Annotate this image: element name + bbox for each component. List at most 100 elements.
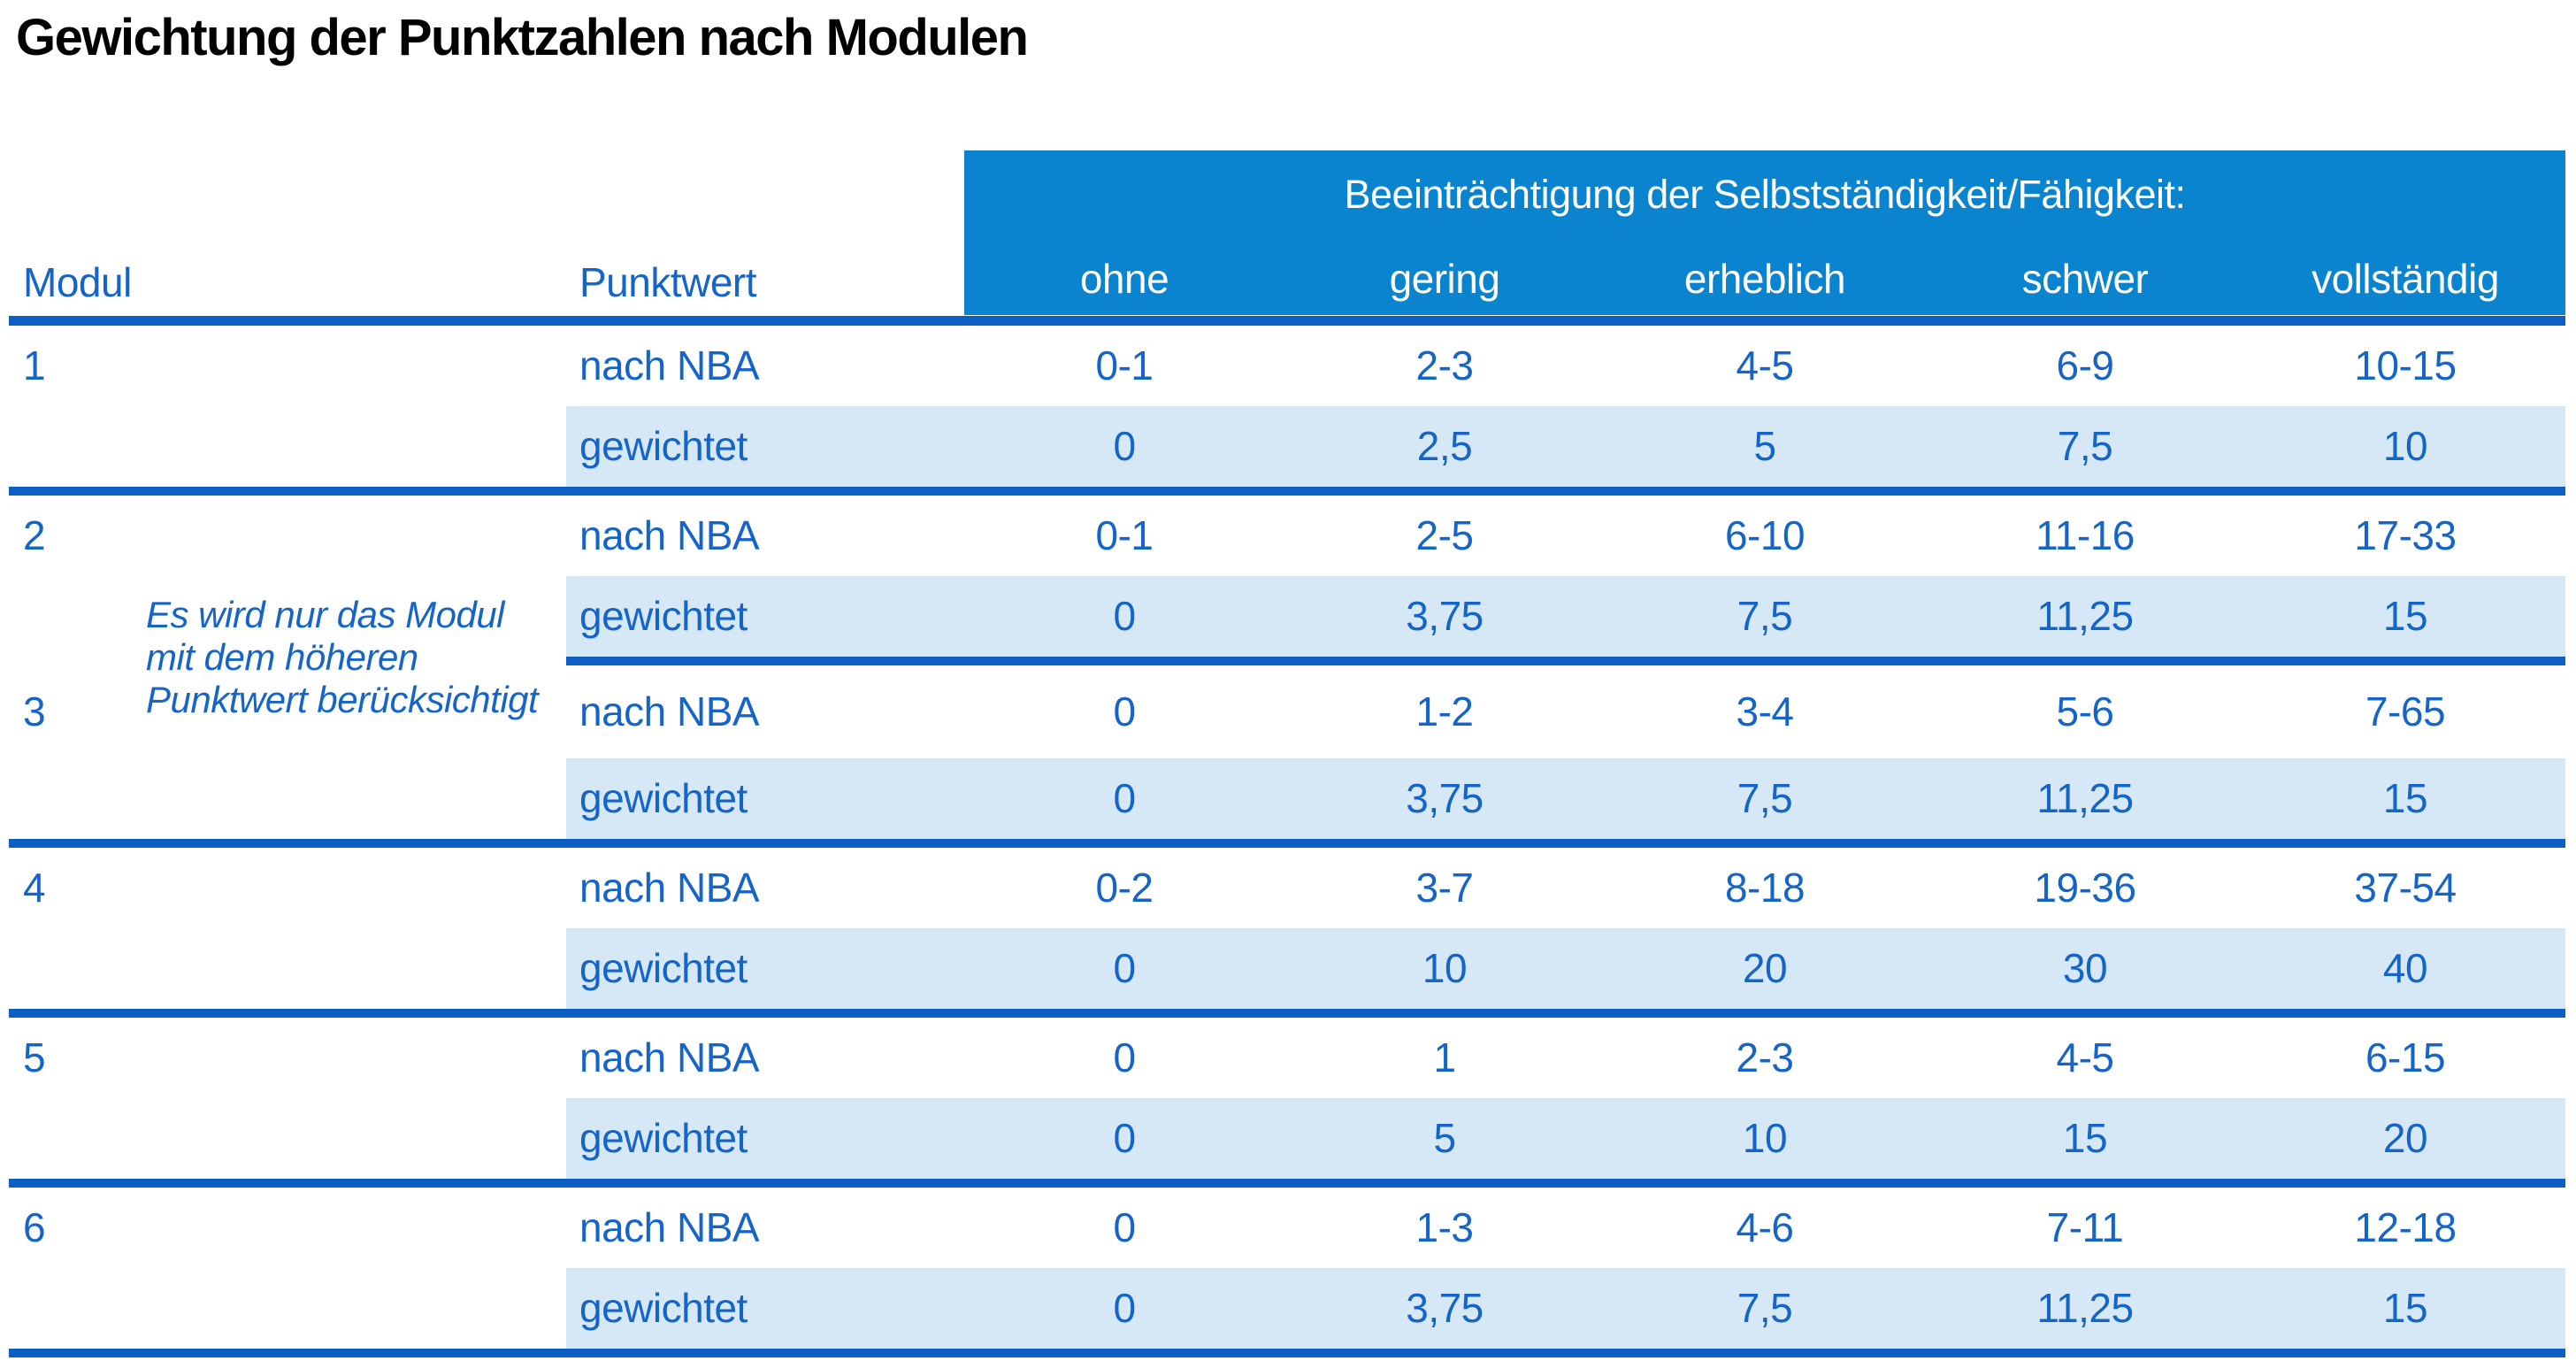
value-cell: 0 bbox=[1113, 688, 1136, 734]
module-number-cell: 5 bbox=[23, 1034, 46, 1080]
table-row-nba: 5 nach NBA 0 1 2-3 4-5 6-15 bbox=[9, 1018, 2565, 1098]
page-title: Gewichtung der Punktzahlen nach Modulen bbox=[16, 9, 1029, 66]
value-cell: 3,75 bbox=[1284, 1268, 1605, 1349]
table-bottom-line bbox=[9, 1349, 2565, 1357]
table-row-nba: 6 nach NBA 0 1-3 4-6 7-11 12-18 bbox=[9, 1188, 2565, 1268]
value-cell: 0 bbox=[1113, 1204, 1136, 1250]
value-cell: 2-5 bbox=[1415, 512, 1474, 558]
severity-label-vollstaendig: vollständig bbox=[2312, 256, 2499, 302]
value-cell: 6-9 bbox=[2056, 342, 2114, 388]
row-type-cell: nach NBA bbox=[579, 688, 760, 734]
module-number-cell: 4 bbox=[23, 865, 46, 911]
module-separator bbox=[9, 487, 2565, 496]
table-row-weighted: gewichtet 0 5 10 15 20 bbox=[9, 1098, 2565, 1179]
value-cell: 0-1 bbox=[1095, 342, 1154, 388]
value-cell: 7,5 bbox=[1605, 1268, 1925, 1349]
row-type-cell: gewichtet bbox=[566, 1098, 964, 1179]
table-row-nba: 4 nach NBA 0-2 3-7 8-18 19-36 37-54 bbox=[9, 848, 2565, 928]
value-cell: 3-7 bbox=[1415, 865, 1474, 911]
note-line: Es wird nur das Modul bbox=[146, 594, 505, 635]
value-cell: 17-33 bbox=[2354, 512, 2457, 558]
row-type-cell: nach NBA bbox=[579, 865, 760, 911]
module-separator bbox=[9, 1009, 2565, 1018]
module-separator-inset bbox=[566, 657, 2565, 665]
value-cell: 2-3 bbox=[1736, 1034, 1794, 1080]
table-row-nba: 3 nach NBA 0 1-2 3-4 5-6 7-65 bbox=[9, 665, 2565, 758]
value-cell: 0 bbox=[964, 406, 1284, 487]
row-type-cell: gewichtet bbox=[566, 576, 964, 657]
value-cell: 3-4 bbox=[1736, 688, 1794, 734]
value-cell: 40 bbox=[2245, 928, 2565, 1009]
value-cell: 12-18 bbox=[2354, 1204, 2457, 1250]
value-cell: 10 bbox=[1605, 1098, 1925, 1179]
value-cell: 11,25 bbox=[1925, 576, 2245, 657]
value-cell: 11-16 bbox=[2036, 512, 2135, 558]
value-cell: 10 bbox=[1284, 928, 1605, 1009]
row-type-cell: nach NBA bbox=[579, 1204, 760, 1250]
severity-header-box: Beeinträchtigung der Selbstständigkeit/F… bbox=[964, 150, 2565, 315]
module-separator bbox=[9, 1179, 2565, 1188]
value-cell: 2-3 bbox=[1415, 342, 1474, 388]
module-block-2: 2 nach NBA 0-1 2-5 6-10 11-16 17-33 gewi… bbox=[9, 496, 2565, 657]
row-type-cell: nach NBA bbox=[579, 342, 760, 388]
module-number-cell bbox=[9, 1098, 566, 1179]
note-line: Punktwert berücksichtigt bbox=[146, 679, 539, 720]
value-cell: 20 bbox=[2245, 1098, 2565, 1179]
value-cell: 0 bbox=[964, 1098, 1284, 1179]
value-cell: 10-15 bbox=[2354, 342, 2457, 388]
value-cell: 7,5 bbox=[1605, 576, 1925, 657]
value-cell: 6-15 bbox=[2365, 1034, 2446, 1080]
module-number-cell: 1 bbox=[23, 342, 46, 388]
value-cell: 8-18 bbox=[1724, 865, 1806, 911]
module-number-cell: 6 bbox=[23, 1204, 46, 1250]
value-cell: 5 bbox=[1284, 1098, 1605, 1179]
value-cell: 4-6 bbox=[1736, 1204, 1794, 1250]
value-cell: 4-5 bbox=[2056, 1034, 2114, 1080]
value-cell: 1-2 bbox=[1415, 688, 1474, 734]
value-cell: 11,25 bbox=[1925, 1268, 2245, 1349]
severity-group-header: Beeinträchtigung der Selbstständigkeit/F… bbox=[1344, 172, 2186, 217]
table-row-weighted: gewichtet 0 3,75 7,5 11,25 15 bbox=[9, 1268, 2565, 1349]
column-header-modul: Modul bbox=[23, 259, 132, 305]
row-type-cell: gewichtet bbox=[566, 406, 964, 487]
severity-label-schwer: schwer bbox=[2021, 256, 2149, 302]
module-number-cell bbox=[9, 928, 566, 1009]
value-cell: 15 bbox=[2245, 576, 2565, 657]
value-cell: 0 bbox=[964, 576, 1284, 657]
value-cell: 7-65 bbox=[2365, 688, 2446, 734]
value-cell: 6-10 bbox=[1724, 512, 1806, 558]
severity-label-gering: gering bbox=[1389, 256, 1500, 302]
header-divider bbox=[9, 316, 2565, 326]
module-number-cell bbox=[9, 1268, 566, 1349]
module-block-5: 5 nach NBA 0 1 2-3 4-5 6-15 gewichtet 0 … bbox=[9, 1018, 2565, 1179]
value-cell: 3,75 bbox=[1284, 576, 1605, 657]
column-header-punktwert: Punktwert bbox=[579, 259, 757, 305]
severity-label-erheblich: erheblich bbox=[1683, 256, 1846, 302]
value-cell: 7,5 bbox=[1605, 758, 1925, 839]
value-cell: 0-1 bbox=[1095, 512, 1154, 558]
value-cell: 5-6 bbox=[2056, 688, 2114, 734]
value-cell: 19-36 bbox=[2034, 865, 2136, 911]
module-block-4: 4 nach NBA 0-2 3-7 8-18 19-36 37-54 gewi… bbox=[9, 848, 2565, 1009]
value-cell: 4-5 bbox=[1736, 342, 1794, 388]
value-cell: 20 bbox=[1605, 928, 1925, 1009]
severity-label-ohne: ohne bbox=[1079, 256, 1169, 302]
value-cell: 1 bbox=[1433, 1034, 1456, 1080]
value-cell: 7-11 bbox=[2046, 1204, 2124, 1250]
severity-levels-row: ohne gering erheblich schwer vollständig bbox=[964, 255, 2565, 303]
table-body: 1 nach NBA 0-1 2-3 4-5 6-9 10-15 gewicht… bbox=[9, 326, 2565, 1357]
value-cell: 15 bbox=[2245, 758, 2565, 839]
module-block-3: 3 nach NBA 0 1-2 3-4 5-6 7-65 gewichtet … bbox=[9, 665, 2565, 839]
module-number-cell bbox=[9, 406, 566, 487]
row-type-cell: gewichtet bbox=[566, 758, 964, 839]
value-cell: 7,5 bbox=[1925, 406, 2245, 487]
value-cell: 1-3 bbox=[1415, 1204, 1474, 1250]
module-separator bbox=[9, 839, 2565, 848]
value-cell: 0-2 bbox=[1095, 865, 1154, 911]
module-number-cell bbox=[9, 758, 566, 839]
module-number-cell: 3 bbox=[23, 688, 46, 734]
note-line: mit dem höheren bbox=[146, 636, 418, 678]
module-block-1: 1 nach NBA 0-1 2-3 4-5 6-9 10-15 gewicht… bbox=[9, 326, 2565, 487]
table-row-nba: 2 nach NBA 0-1 2-5 6-10 11-16 17-33 bbox=[9, 496, 2565, 576]
